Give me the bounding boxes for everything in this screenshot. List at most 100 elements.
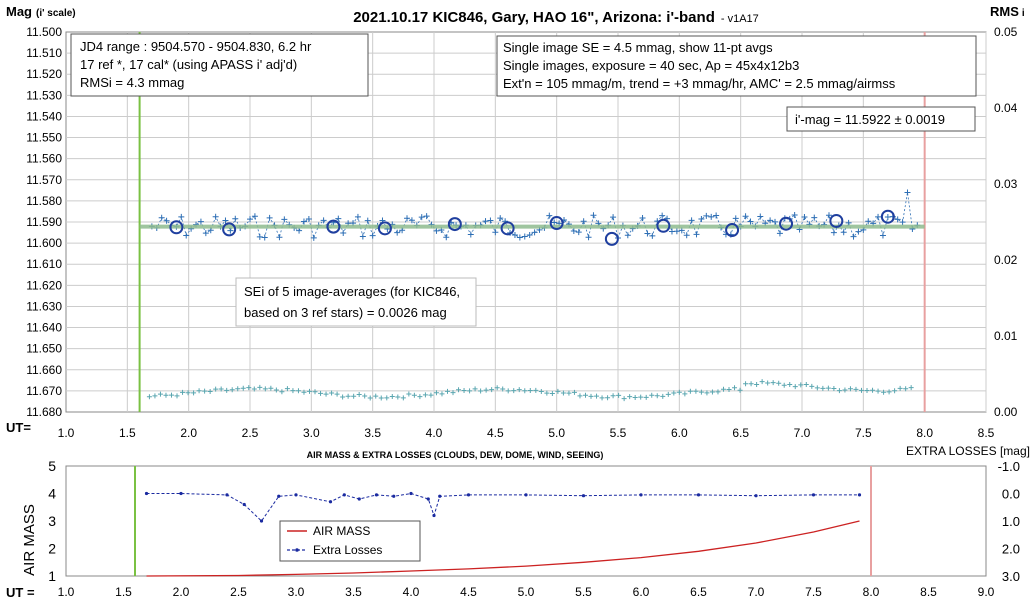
extra-losses-point [357,497,361,501]
x-tick-label: 3.5 [364,426,381,440]
rms-point [422,392,428,398]
rms-point [411,392,417,398]
data-point [585,234,592,241]
rms-point [654,393,660,399]
lower-x-tick-label: 1.5 [115,585,132,599]
rms-point [168,392,174,398]
rms-point [207,388,213,394]
data-point [747,218,754,225]
data-point [497,215,504,222]
rms-point [571,389,577,395]
rms-point [351,393,357,399]
main-x-ticks: 1.0 1.5 2.0 2.5 3.0 3.5 4.0 4.5 5.0 5.5 6.0 6.5 7.0 7… [58,426,995,440]
rms-point [472,386,478,392]
lower-y2-tick-label: -1.0 [998,459,1020,474]
rms-point [671,390,677,396]
rms-point [665,391,671,397]
average-point [604,231,619,246]
lower-x-tick-label: 1.0 [58,585,75,599]
data-point [511,231,518,238]
rms-point [538,389,544,395]
rms-point [594,393,600,399]
lower-panel: AIR MASS & EXTRA LOSSES (CLOUDS, DEW, DO… [6,444,1030,600]
extra-losses-point [342,493,346,497]
lower-y-tick-label: 4 [48,486,56,502]
rms-point [798,382,804,388]
rms-point [842,387,848,393]
info-box-right: Single image SE = 4.5 mmag, show 11-pt a… [496,35,977,97]
rms-point [892,388,898,394]
lower-x-tick-label: 6.0 [633,585,650,599]
lower-x-tick-label: 5.5 [575,585,592,599]
rms-point [682,391,688,397]
rms-point [500,386,506,392]
data-point [801,214,808,221]
lower-y2-tick-label: 3.0 [1002,569,1020,584]
average-point [169,220,184,235]
extra-losses-point [374,493,379,497]
mag-result-box: i'-mag = 11.5922 ± 0.0019 [786,106,976,132]
extra-losses-point [696,493,701,497]
rms-point [754,381,760,387]
extra-losses-point [144,491,149,496]
rms-point [814,385,820,391]
rms-point [582,392,588,398]
y-tick-label: 11.560 [26,152,62,166]
rms-point [202,388,208,394]
rms-point [726,386,732,392]
main-panel: 11.500 11.510 11.520 11.530 11.540 11.550 11.5… [6,4,1025,440]
rms-point [544,390,550,396]
rms-point [897,385,903,391]
rms-point [456,387,462,393]
sei-text-line2: based on 3 ref stars) = 0.0026 mag [244,305,447,320]
main-ut-label: UT= [6,420,31,435]
data-point [320,217,327,224]
lower-x-tick-label: 4.5 [460,585,477,599]
legend-losses-label: Extra Losses [313,543,382,557]
rms-point [439,391,445,397]
average-point [447,217,462,232]
data-point [546,212,553,219]
rms-point [196,388,202,394]
rmsi-text: RMSi = 4.3 mmag [80,75,184,90]
y-tick-label: 11.680 [26,405,62,419]
rms-point [185,390,191,396]
y-tick-label: 11.660 [26,363,62,377]
data-point [698,215,705,222]
rms-point [246,385,252,391]
data-point [639,214,646,221]
y2-tick-label: 0.04 [994,101,1018,115]
rms-point [720,386,726,392]
rms-point [306,388,312,394]
rms-point [268,385,274,391]
rms-point [505,388,511,394]
rms-point [847,386,853,392]
data-point [713,212,720,219]
rms-point [257,384,263,390]
rms-point [516,387,522,393]
rms-point [908,385,914,391]
rms-point [240,385,246,391]
rms-point [770,380,776,386]
lower-x-tick-label: 3.5 [345,585,362,599]
rms-point [157,391,163,397]
data-point [394,229,401,236]
y-tick-label: 11.520 [26,67,62,81]
lower-legend: AIR MASS Extra Losses [279,520,421,562]
lower-x-tick-label: 7.0 [748,585,765,599]
lower-y2-tick-label: 1.0 [1002,514,1020,529]
x-tick-label: 2.0 [180,426,197,440]
average-point [500,221,515,236]
lower-y2-tick-label: 0.0 [1002,487,1020,502]
average-points [169,209,895,246]
y-tick-label: 11.550 [26,131,62,145]
rms-point [743,381,749,387]
data-point [644,230,651,237]
x-tick-label: 1.5 [119,426,136,440]
rms-point [273,387,279,393]
rms-point [555,388,561,394]
rms-point [494,385,500,391]
extinction-text: Ext'n = 105 mmag/m, trend = +3 mmag/hr, … [503,76,896,91]
sei-box: SEi of 5 image-averages (for KIC846, bas… [235,277,477,327]
rms-point [776,380,782,386]
